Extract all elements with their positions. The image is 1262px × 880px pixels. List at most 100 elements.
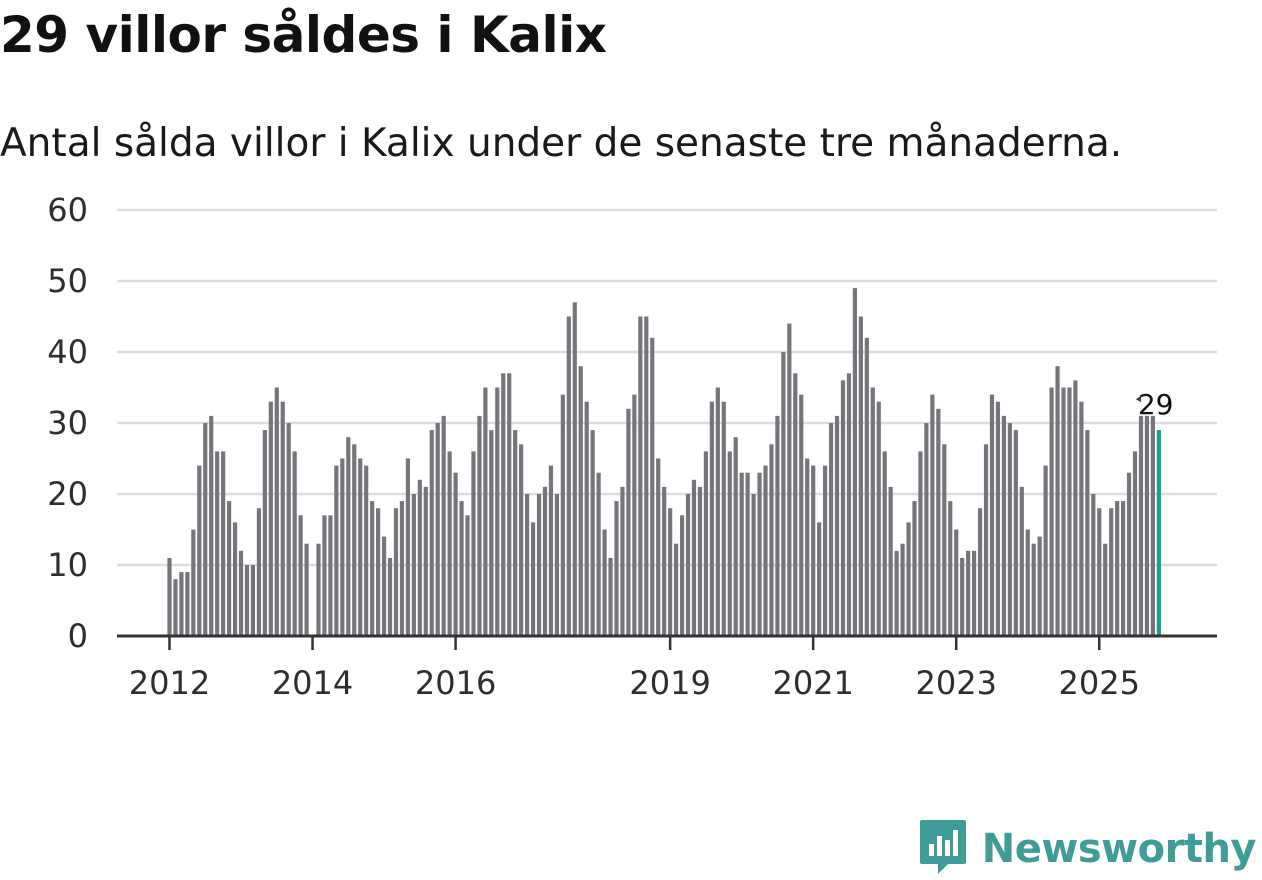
bar xyxy=(381,536,387,636)
x-tick-label: 2019 xyxy=(629,664,710,702)
bar xyxy=(542,486,548,636)
bar xyxy=(674,543,679,636)
bar xyxy=(292,451,297,636)
bar xyxy=(1019,486,1024,636)
bar xyxy=(477,415,482,636)
bar xyxy=(781,352,786,636)
bar xyxy=(864,337,869,636)
bar xyxy=(495,387,500,636)
bar xyxy=(888,486,893,636)
bar xyxy=(590,430,595,636)
bar xyxy=(411,494,416,636)
bar xyxy=(1025,529,1030,636)
bar xyxy=(352,444,357,636)
bar xyxy=(1043,465,1048,636)
bar xyxy=(423,486,428,636)
bar xyxy=(840,380,846,636)
bar xyxy=(471,451,476,636)
bar xyxy=(465,515,470,636)
bar xyxy=(441,415,446,636)
x-tick-label: 2014 xyxy=(272,664,353,702)
bar xyxy=(286,423,291,636)
bar xyxy=(417,479,422,636)
x-tick-label: 2021 xyxy=(772,664,853,702)
y-tick-label: 30 xyxy=(47,404,88,442)
bar xyxy=(1055,366,1060,636)
bar xyxy=(793,373,798,636)
bar xyxy=(751,494,756,636)
bar xyxy=(209,415,214,636)
bar xyxy=(1150,415,1155,636)
x-tick-label: 2012 xyxy=(129,664,210,702)
bar xyxy=(215,451,220,636)
bar xyxy=(536,494,542,636)
annotation-pointer xyxy=(1135,396,1141,403)
bar xyxy=(989,394,995,636)
bar xyxy=(644,316,649,636)
bar xyxy=(387,557,393,636)
bar xyxy=(483,387,488,636)
bar xyxy=(232,522,238,636)
bar-highlight xyxy=(1156,430,1161,636)
bar xyxy=(560,394,565,636)
bar xyxy=(1079,401,1084,636)
bar xyxy=(566,316,571,636)
bar xyxy=(870,387,875,636)
bar xyxy=(1067,387,1072,636)
bar xyxy=(697,486,703,636)
bar xyxy=(620,486,625,636)
bar xyxy=(936,408,941,636)
bar xyxy=(995,401,1001,636)
bar xyxy=(203,423,208,636)
bar xyxy=(393,508,399,636)
bar xyxy=(519,444,524,636)
bar xyxy=(1103,543,1108,636)
bar xyxy=(769,444,774,636)
bar xyxy=(608,557,613,636)
bar xyxy=(399,501,405,636)
y-tick-label: 40 xyxy=(47,333,88,371)
bar xyxy=(858,316,863,636)
bar xyxy=(1013,430,1018,636)
bar xyxy=(1126,472,1132,636)
y-tick-label: 10 xyxy=(47,546,88,584)
bar xyxy=(954,529,959,636)
bar xyxy=(662,486,667,636)
bar xyxy=(906,522,911,636)
bar xyxy=(739,472,744,636)
bar xyxy=(834,415,840,636)
bar xyxy=(948,501,953,636)
bar-chart: 0 10 20 30 40 50 60 2012 2014 2016 2019 2021 2023 202… xyxy=(47,191,1217,702)
bar xyxy=(364,465,369,636)
bar xyxy=(268,401,273,636)
bar xyxy=(530,522,536,636)
labels: 0 10 20 30 40 50 60 2012 2014 2016 2019 2021 2023 202… xyxy=(47,191,1173,702)
bar xyxy=(733,437,738,636)
bar xyxy=(1073,380,1078,636)
y-tick-label: 60 xyxy=(47,191,88,229)
bar xyxy=(1007,423,1012,636)
bar xyxy=(191,529,196,636)
bar xyxy=(370,501,375,636)
bar xyxy=(852,288,857,636)
bar xyxy=(1037,536,1042,636)
bars xyxy=(167,288,1161,636)
bar xyxy=(507,373,512,636)
bar xyxy=(1144,415,1150,636)
last-value-label: 29 xyxy=(1138,388,1174,421)
bar xyxy=(721,401,726,636)
x-tick-label: 2016 xyxy=(415,664,496,702)
bar xyxy=(316,543,321,636)
bar xyxy=(930,394,935,636)
bar xyxy=(679,515,685,636)
bar xyxy=(626,408,631,636)
bar xyxy=(340,458,345,636)
x-tick-label: 2025 xyxy=(1059,664,1140,702)
bar xyxy=(960,557,965,636)
bar xyxy=(280,401,285,636)
chart-subtitle: Antal sålda villor i Kalix under de sena… xyxy=(0,121,1123,166)
bar xyxy=(656,458,661,636)
bar xyxy=(1091,494,1096,636)
bar xyxy=(525,494,530,636)
bar xyxy=(876,401,881,636)
